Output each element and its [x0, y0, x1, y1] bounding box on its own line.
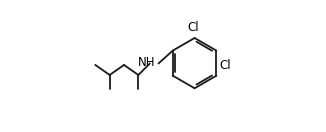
Text: NH: NH	[138, 56, 155, 69]
Text: Cl: Cl	[187, 22, 199, 34]
Text: Cl: Cl	[219, 59, 231, 72]
